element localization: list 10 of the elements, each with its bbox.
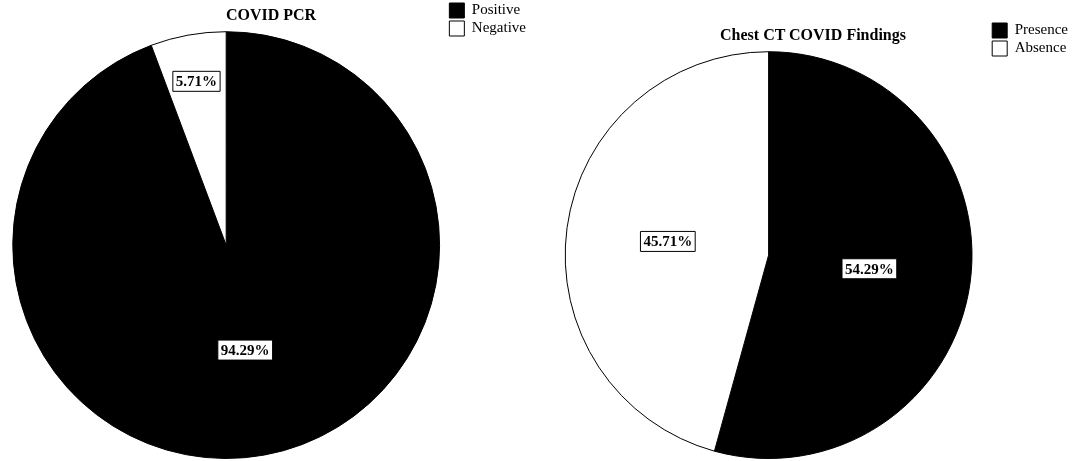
data-label: 45.71%	[643, 233, 693, 250]
data-label: 94.29%	[220, 341, 270, 358]
legend-label: Positive	[471, 1, 521, 18]
legend-label: Negative	[471, 19, 527, 36]
legend-label: Presence	[1014, 21, 1069, 38]
chart-title: COVID PCR	[225, 5, 317, 23]
data-label: 54.29%	[845, 260, 894, 277]
legend-label: Absence	[1014, 39, 1067, 56]
data-label: 5.71%	[175, 73, 218, 90]
chart-title: Chest CT COVID Findings	[720, 25, 906, 44]
